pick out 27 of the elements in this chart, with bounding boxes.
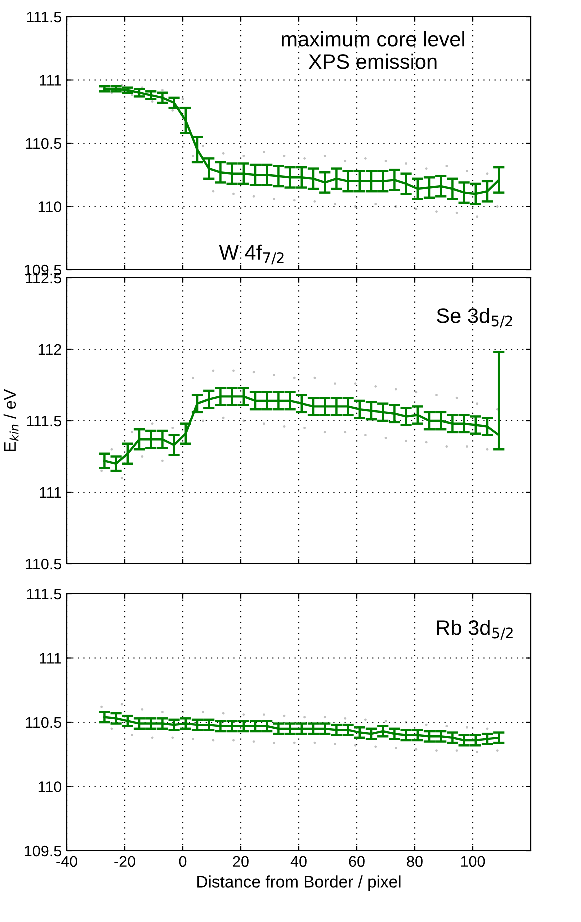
x-axis-title: Distance from Border / pixel bbox=[198, 876, 401, 892]
x-tick-label: 20 bbox=[233, 856, 249, 868]
x-tick-label: -20 bbox=[114, 856, 136, 868]
y-tick-label: 110.5 bbox=[26, 717, 62, 728]
annotation: maximum core level XPS emission bbox=[282, 31, 464, 70]
x-tick-label: 60 bbox=[349, 856, 365, 868]
y-tick-label: 110 bbox=[38, 782, 62, 792]
y-tick-label: 109.5 bbox=[25, 846, 62, 857]
y-axis-title: E$_{kin}$ / eV bbox=[4, 389, 19, 452]
y-tick-label: 110.5 bbox=[26, 138, 62, 150]
y-tick-label: 112 bbox=[38, 344, 62, 356]
x-tick-label: -40 bbox=[56, 856, 78, 868]
y-tick-label: 111.5 bbox=[27, 12, 62, 23]
annotation: Rb 3d$_{5/2}$ bbox=[437, 620, 513, 640]
x-tick-label: 40 bbox=[290, 856, 307, 868]
y-tick-label: 111 bbox=[40, 75, 62, 86]
annotation: Se 3d$_{5/2}$ bbox=[437, 308, 512, 328]
y-tick-label: 111.5 bbox=[27, 589, 62, 600]
y-tick-label: 111.5 bbox=[27, 416, 62, 427]
y-tick-label: 111 bbox=[40, 653, 62, 664]
y-tick-label: 110 bbox=[38, 202, 62, 212]
y-tick-label: 111 bbox=[40, 488, 62, 498]
x-tick-label: 80 bbox=[407, 856, 423, 868]
annotation: W 4f$_{7/2}$ bbox=[219, 244, 284, 265]
x-tick-label: 0 bbox=[179, 856, 187, 868]
y-tick-label: 110.5 bbox=[26, 558, 62, 570]
x-tick-label: 100 bbox=[461, 856, 486, 868]
